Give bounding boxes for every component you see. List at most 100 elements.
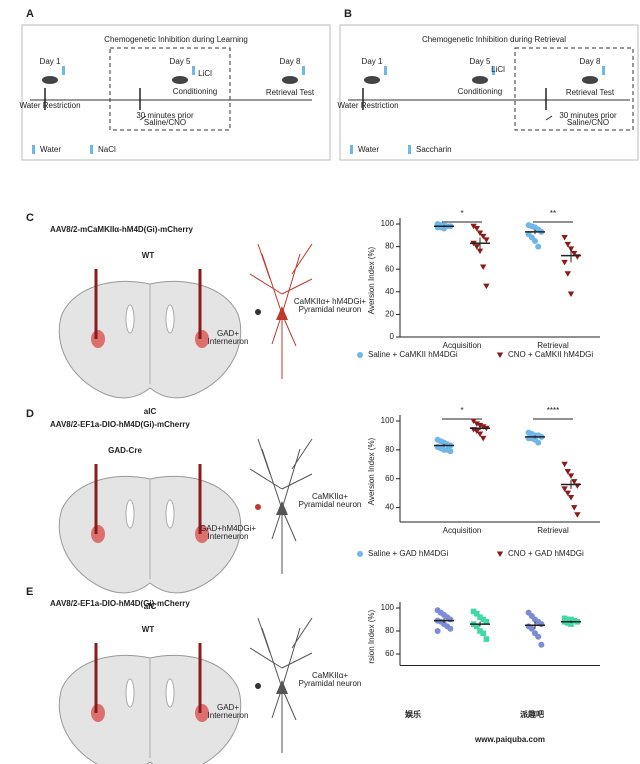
data-point	[561, 486, 568, 492]
pyramidal-label: Pyramidal neuron	[299, 500, 362, 509]
data-point	[477, 614, 483, 620]
data-point	[477, 628, 483, 634]
note-line: Saline/CNO	[567, 118, 609, 127]
interneuron	[255, 683, 261, 689]
data-point	[483, 283, 490, 290]
data-point	[480, 424, 487, 430]
injection-site	[91, 330, 105, 348]
data-point	[483, 237, 490, 243]
pyramidal-label: Pyramidal neuron	[299, 679, 362, 688]
data-point	[528, 625, 535, 632]
pyramidal-neuron	[249, 617, 313, 753]
day-label: Day 8	[280, 57, 301, 66]
bottle	[384, 66, 387, 75]
data-point	[480, 233, 487, 240]
data-point	[470, 223, 477, 230]
pyramidal-label: CaMKIIα+ hM4DGi+	[294, 297, 367, 306]
legend-bottle	[350, 145, 353, 154]
data-point	[470, 418, 477, 424]
virus-label: AAV8/2-EF1a-DIO-hM4D(Gi)-mCherry	[50, 420, 190, 429]
panel-b-box	[339, 24, 639, 161]
data-point	[561, 461, 568, 468]
data-point	[561, 615, 568, 622]
significance: *	[460, 406, 463, 415]
pyramidal-label: Pyramidal neuron	[299, 305, 362, 314]
data-point	[480, 435, 487, 442]
data-point	[483, 619, 490, 625]
restriction-label: Water Restriction	[337, 101, 398, 110]
significance: **	[550, 209, 556, 218]
conditioning-label: Conditioning	[173, 87, 217, 96]
panel-label: B	[344, 8, 352, 20]
ventricle	[165, 678, 175, 708]
ventricle	[165, 499, 175, 529]
significance: *	[460, 209, 463, 218]
panel-label: C	[26, 212, 34, 224]
condition-box	[514, 47, 634, 131]
bottle	[492, 66, 495, 75]
panel-label: E	[26, 586, 33, 598]
panel-label: D	[26, 408, 34, 420]
note-line: Saline/CNO	[144, 118, 186, 127]
bottle	[602, 66, 605, 75]
y-tick-label: 80	[385, 626, 394, 635]
data-point	[567, 494, 575, 501]
data-point	[571, 250, 578, 257]
y-tick-label: 0	[390, 332, 395, 341]
bottle	[302, 66, 305, 75]
watermark-bg	[395, 688, 625, 750]
data-point	[568, 616, 574, 623]
data-point	[480, 630, 486, 637]
significance: ****	[547, 406, 559, 415]
data-point	[538, 621, 545, 628]
strain-label: GAD-Cre	[108, 446, 142, 455]
data-point	[473, 428, 480, 435]
bottle	[62, 66, 65, 75]
timeline-title: Chemogenetic Inhibition during Retrieval	[422, 35, 566, 44]
data-point	[447, 448, 454, 455]
virus-label: AAV8/2-EF1a-DIO-hM4D(Gi)-mCherry	[50, 599, 190, 608]
pyramidal-neuron	[249, 438, 313, 574]
drug-label: LiCl	[198, 69, 212, 78]
legend-label: Saline + CaMKII hM4DGi	[368, 350, 458, 359]
y-tick-label: 60	[385, 474, 394, 483]
note-line: 30 minutes prior	[136, 111, 194, 120]
legend-label: Water	[358, 145, 379, 154]
interneuron-label: Interneuron	[208, 532, 249, 541]
data-point	[480, 264, 487, 270]
soma	[276, 680, 288, 694]
data-point	[535, 439, 542, 446]
strain-label: WT	[142, 625, 155, 634]
data-point	[567, 291, 575, 298]
y-tick-label: 100	[381, 219, 395, 228]
y-axis-label: rsion Index (%)	[367, 610, 376, 664]
mouse	[42, 76, 58, 84]
x-tick-label: Acquisition	[443, 526, 482, 535]
test-label: Retrieval Test	[566, 88, 615, 97]
note-line: 30 minutes prior	[559, 111, 617, 120]
legend-label: Water	[40, 145, 61, 154]
data-point	[535, 243, 542, 250]
injection-site	[91, 704, 105, 722]
legend-marker	[357, 551, 363, 557]
y-axis-label: Aversion Index (%)	[367, 246, 376, 314]
data-point	[447, 616, 454, 623]
pyramidal-neuron	[249, 243, 313, 379]
soma	[276, 501, 288, 515]
data-point	[474, 610, 480, 617]
y-tick-label: 60	[385, 264, 394, 273]
data-point	[476, 248, 484, 255]
pyramidal-label: CaMKIIα+	[312, 492, 348, 501]
data-point	[447, 625, 454, 632]
injection-arrow	[545, 115, 553, 121]
data-point	[561, 259, 568, 266]
interneuron-label: Interneuron	[208, 337, 249, 346]
data-point	[574, 512, 581, 518]
legend-label: CNO + GAD hM4DGi	[508, 549, 584, 558]
legend-bottle	[90, 145, 93, 154]
data-point	[564, 490, 571, 497]
ventricle	[125, 678, 135, 708]
x-tick-label: Retrieval	[537, 341, 569, 350]
data-point	[571, 505, 578, 511]
data-point	[538, 641, 545, 648]
